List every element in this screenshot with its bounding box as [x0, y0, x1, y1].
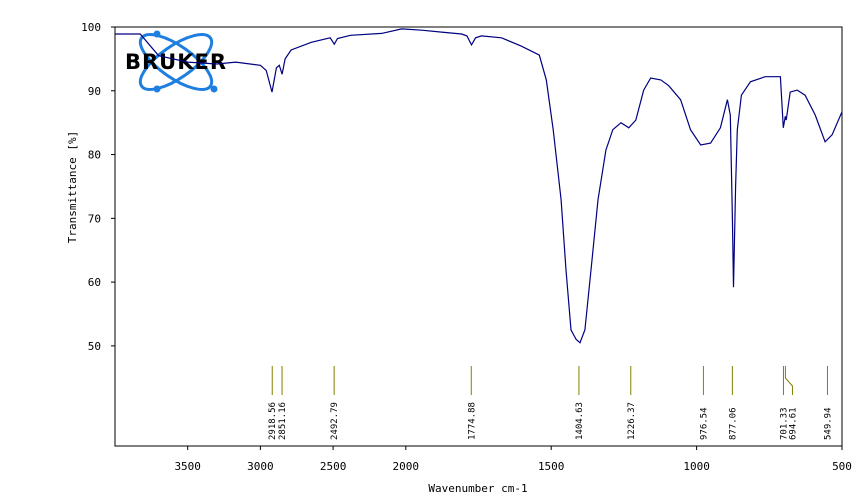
- logo-dot: [153, 85, 161, 93]
- logo: BRUKER: [125, 30, 227, 93]
- x-tick-label: 1000: [683, 460, 710, 473]
- x-tick-label: 2500: [320, 460, 347, 473]
- x-tick-label: 500: [832, 460, 852, 473]
- y-tick-label: 90: [88, 85, 101, 98]
- peak-label: 1226.37: [627, 402, 637, 440]
- y-tick-label: 50: [88, 340, 101, 353]
- peak-label: 2492.79: [330, 402, 340, 440]
- logo-orbit: [138, 33, 214, 91]
- x-axis-label: Wavenumber cm-1: [428, 482, 527, 495]
- peak-label: 2918.56: [268, 402, 278, 440]
- x-tick-label: 2000: [393, 460, 420, 473]
- peak-label: 701.33: [779, 407, 789, 440]
- peak-label: 549.94: [823, 407, 833, 440]
- peak-label: 694.61: [788, 407, 798, 440]
- y-tick-label: 60: [88, 276, 101, 289]
- y-tick-label: 70: [88, 212, 101, 225]
- logo-text: BRUKER: [125, 50, 227, 74]
- y-axis-label: Transmittance [%]: [66, 131, 79, 244]
- peak-label: 1774.88: [467, 402, 477, 440]
- peak-label: 2851.16: [278, 402, 288, 440]
- y-tick-label: 100: [81, 21, 101, 34]
- y-tick-label: 80: [88, 149, 101, 162]
- peak-label: 976.54: [699, 407, 709, 440]
- plot-frame: [114, 26, 843, 447]
- logo-orbit: [138, 33, 214, 91]
- x-tick-label: 3500: [174, 460, 201, 473]
- peak-marker: [784, 366, 793, 395]
- logo-dot: [210, 85, 218, 93]
- peak-label: 1404.63: [575, 402, 585, 440]
- x-tick-label: 1500: [538, 460, 565, 473]
- peak-label: 877.06: [728, 407, 738, 440]
- logo-dot: [153, 30, 161, 38]
- x-tick-label: 3000: [247, 460, 274, 473]
- spectrum-line: [115, 28, 843, 344]
